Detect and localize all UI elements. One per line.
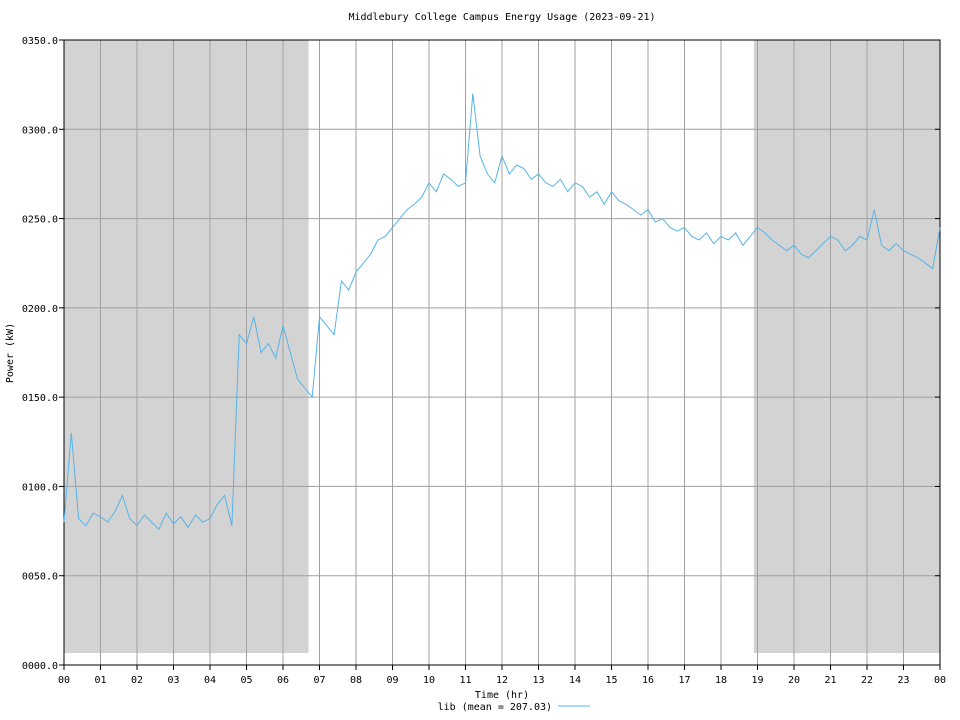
x-tick-label: 11	[459, 675, 471, 686]
x-tick-label: 07	[313, 675, 325, 686]
y-tick-label: 0300.0	[22, 125, 58, 136]
series-line	[63, 93, 941, 531]
y-tick-label: 0100.0	[22, 482, 58, 493]
x-tick-label: 05	[240, 675, 252, 686]
y-tick-label: 0200.0	[22, 304, 58, 315]
x-tick-label: 09	[386, 675, 398, 686]
y-axis-label: Power (kW)	[5, 323, 16, 383]
x-tick-label: 18	[715, 675, 727, 686]
x-tick-label: 08	[350, 675, 362, 686]
x-tick-label: 10	[423, 675, 435, 686]
y-tick-label: 0050.0	[22, 572, 58, 583]
x-tick-label: 03	[167, 675, 179, 686]
x-tick-label: 04	[204, 675, 216, 686]
chart-title: Middlebury College Campus Energy Usage (…	[348, 12, 655, 23]
x-tick-label: 14	[569, 675, 581, 686]
x-axis-label: Time (hr)	[475, 690, 529, 701]
x-tick-label: 21	[824, 675, 836, 686]
x-tick-label: 00	[934, 675, 946, 686]
y-tick-label: 0250.0	[22, 215, 58, 226]
night-shade	[64, 40, 309, 653]
y-tick-label: 0000.0	[22, 661, 58, 672]
x-tick-label: 13	[532, 675, 544, 686]
x-tick-label: 19	[751, 675, 763, 686]
night-shade	[753, 40, 940, 653]
x-tick-label: 00	[58, 675, 70, 686]
x-tick-label: 16	[642, 675, 654, 686]
x-tick-label: 06	[277, 675, 289, 686]
y-tick-label: 0150.0	[22, 393, 58, 404]
x-tick-label: 15	[605, 675, 617, 686]
x-tick-label: 22	[861, 675, 873, 686]
x-tick-label: 17	[678, 675, 690, 686]
x-tick-label: 12	[496, 675, 508, 686]
x-tick-label: 02	[131, 675, 143, 686]
plot-frame	[63, 39, 941, 666]
x-tick-label: 23	[897, 675, 909, 686]
y-tick-label: 0350.0	[22, 36, 58, 47]
x-tick-label: 20	[788, 675, 800, 686]
legend-label: lib (mean = 207.03)	[438, 702, 552, 713]
x-tick-label: 01	[94, 675, 106, 686]
